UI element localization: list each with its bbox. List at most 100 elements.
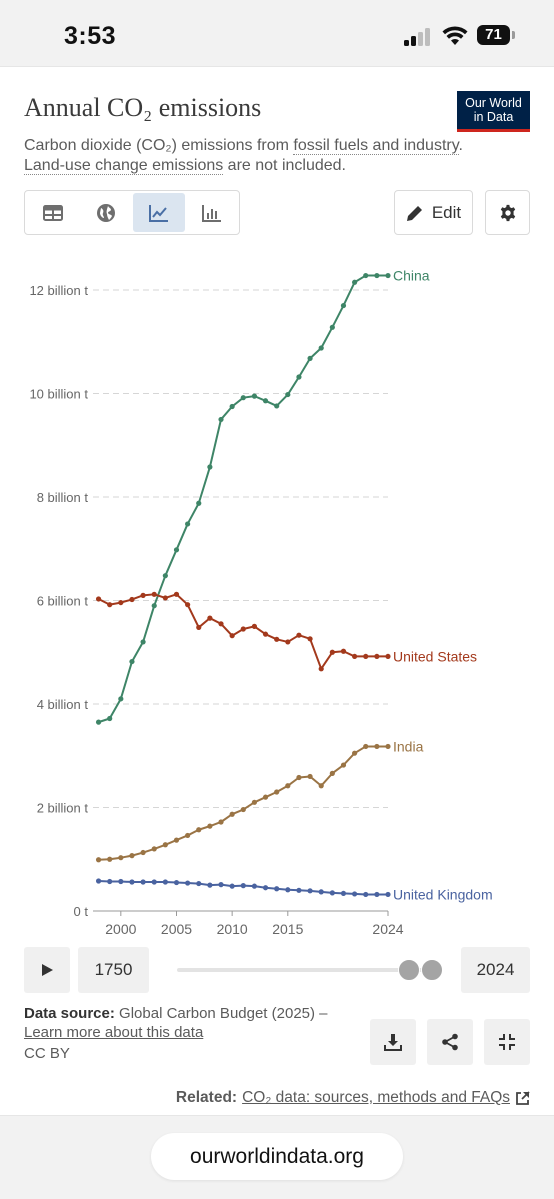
data-point [329,890,335,896]
co2-faq-link[interactable]: CO₂ data: sources, methods and FAQs [242,1089,510,1106]
data-point [129,853,135,859]
data-point [151,603,157,609]
download-button[interactable] [370,1019,416,1065]
x-tick-label: 2000 [105,921,136,937]
land-use-link[interactable]: Land-use change emissions [24,157,224,175]
end-year-box[interactable]: 2024 [461,947,530,993]
edit-button[interactable]: Edit [394,190,473,235]
data-point [307,355,313,361]
data-point [296,632,302,638]
play-button[interactable] [24,947,70,993]
series-label: United Kingdom [393,886,493,902]
table-icon [43,204,63,221]
tab-bar-chart[interactable] [186,193,238,232]
data-point [95,878,102,884]
data-point [340,890,347,897]
data-point [285,887,291,893]
tab-table[interactable] [27,193,79,232]
data-point [262,885,269,891]
owid-logo[interactable]: Our World in Data [457,91,530,132]
data-point [207,823,213,829]
data-point [240,395,246,401]
data-point [207,615,213,621]
data-point [274,403,280,409]
browser-url-bar[interactable]: ourworldindata.org [151,1133,403,1180]
timeline-slider-track[interactable] [177,968,432,972]
data-point [207,464,213,470]
x-tick-label: 2024 [372,921,403,937]
settings-button[interactable] [485,190,530,235]
learn-more-link[interactable]: Learn more about this data [24,1024,204,1041]
wifi-icon [442,26,468,45]
data-point [196,827,202,833]
series-line [98,274,388,724]
data-point [196,880,202,887]
data-point [307,888,313,894]
data-point [162,595,168,601]
data-point [229,633,235,639]
data-point [185,521,191,527]
data-point [363,743,369,750]
data-point [107,715,113,722]
y-tick-label: 10 billion t [29,387,88,402]
data-point [240,883,246,889]
y-axis-ticks: 0 t 2 billion t 4 billion t 6 billion t 8 bi… [29,283,88,919]
data-point [107,878,113,885]
data-point [274,886,280,892]
series-label: China [393,268,430,284]
data-point [352,653,358,660]
x-tick-label: 2005 [161,921,192,937]
data-point [151,591,157,597]
x-tick-label: 2015 [272,921,303,937]
data-point [229,883,235,889]
data-point [274,789,280,795]
data-point [162,573,168,579]
data-point [140,639,146,645]
data-point [173,879,180,886]
data-point [95,596,102,602]
data-point [385,891,391,898]
data-point [218,882,224,888]
subtitle-prefix: Carbon dioxide (CO₂) emissions from [24,137,294,154]
tab-map[interactable] [80,193,132,232]
logo-line-2: in Data [473,110,514,124]
timeline-end-handle[interactable] [421,959,443,981]
data-point [129,879,135,885]
status-bar: 3:53 71 [0,0,554,66]
start-year-box[interactable]: 1750 [78,947,149,993]
chart-card: Annual CO₂ emissions Our World in Data C… [0,66,554,1116]
data-point [118,599,124,606]
tab-line-chart[interactable] [133,193,185,232]
data-point [107,602,113,608]
data-point [363,272,369,279]
fossil-fuels-link[interactable]: fossil fuels and industry [293,137,459,155]
series-labels: China United States India United Kingdom [393,268,493,903]
bar-chart-icon [202,204,221,222]
data-point [162,842,168,848]
related-links: Related: CO₂ data: sources, methods and … [176,1089,530,1107]
related-label: Related: [175,1089,238,1106]
y-tick-label: 12 billion t [29,283,88,298]
share-button[interactable] [427,1019,473,1065]
data-source-label: Data source: [24,1005,115,1022]
data-point [118,878,124,885]
data-point [352,891,358,897]
x-tick-label: 2010 [217,921,248,937]
exit-fullscreen-button[interactable] [484,1019,530,1065]
data-point [285,639,291,645]
data-point [340,648,347,654]
compress-icon [499,1034,515,1050]
data-point [185,880,191,886]
series-label: United States [393,648,477,664]
data-point [385,653,391,660]
data-point [374,653,380,660]
data-point [340,302,347,309]
timeline-start-handle[interactable] [398,959,420,981]
data-point [218,819,224,825]
data-point [240,626,246,632]
data-point [185,602,191,608]
data-point [207,882,213,888]
battery-cap [512,31,515,39]
data-point [196,500,202,506]
data-point [385,272,391,279]
